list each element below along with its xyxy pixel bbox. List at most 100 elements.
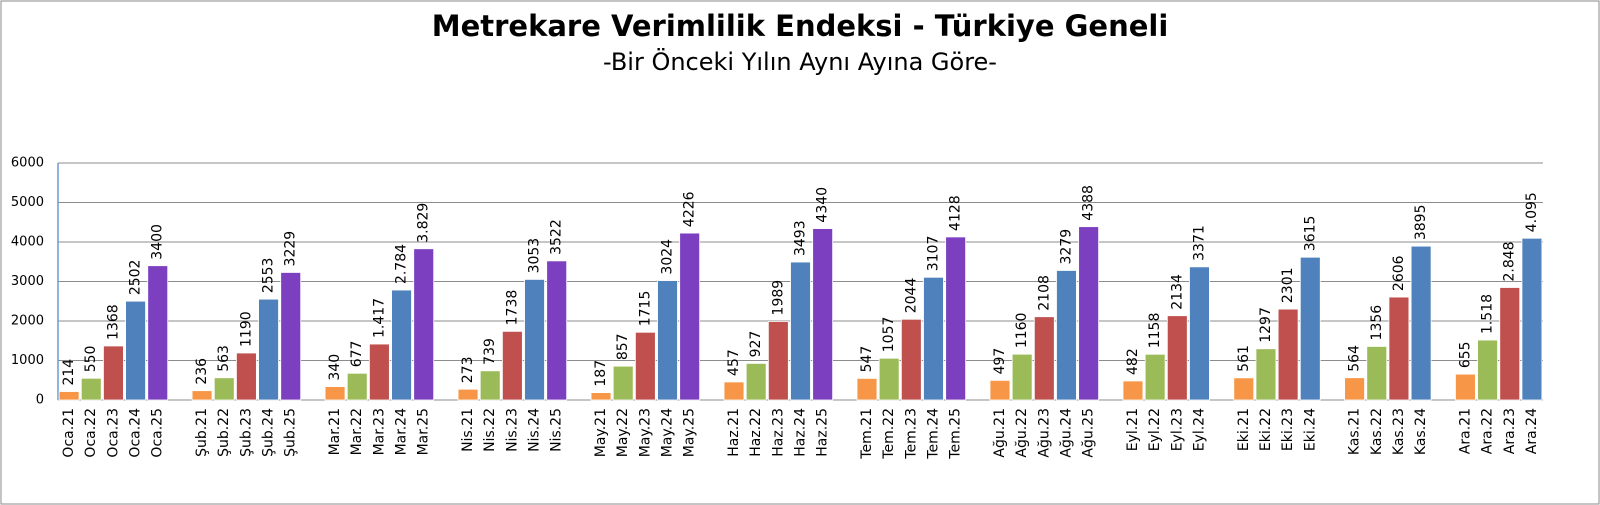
value-label: 457 — [726, 349, 742, 376]
bar — [369, 343, 390, 401]
x-tick-label: Ağu.25 — [1081, 408, 1097, 458]
value-label: 2134 — [1169, 274, 1185, 310]
value-label: 677 — [349, 341, 365, 368]
value-label: 4388 — [1081, 185, 1097, 221]
x-tick-label: Mar.21 — [327, 408, 343, 455]
value-label: 1356 — [1369, 305, 1385, 341]
x-tick-label: Kas.21 — [1347, 408, 1363, 455]
y-tick-label: 0 — [36, 393, 44, 408]
bar — [191, 390, 213, 401]
x-tick-label: Ağu.24 — [1058, 408, 1074, 458]
value-label: 739 — [482, 338, 498, 365]
bar — [612, 365, 634, 401]
value-label: 1297 — [1258, 307, 1274, 343]
value-label: 2606 — [1391, 255, 1407, 291]
bar — [258, 298, 279, 401]
x-tick-label: Kas.23 — [1391, 408, 1407, 455]
bar — [657, 280, 678, 401]
bar — [1033, 316, 1055, 401]
x-tick-label: Tem.25 — [948, 408, 964, 460]
x-tick-label: Haz.22 — [748, 408, 764, 457]
bar — [989, 379, 1011, 401]
bar — [524, 279, 545, 401]
value-label: 3024 — [660, 239, 676, 275]
x-tick-label: Şub.21 — [194, 408, 210, 457]
x-tick-label: Eki.24 — [1302, 408, 1318, 451]
bar — [236, 352, 257, 401]
x-tick-label: Oca.21 — [61, 408, 77, 458]
bar — [346, 372, 368, 401]
value-label: 3493 — [793, 220, 809, 256]
value-label: 273 — [460, 356, 476, 383]
x-tick-label: Tem.24 — [925, 408, 941, 460]
bar — [413, 248, 435, 401]
x-tick-label: Tem.21 — [859, 408, 875, 460]
bar — [790, 261, 811, 401]
x-tick-label: Ağu.23 — [1036, 408, 1052, 458]
bar — [1144, 353, 1166, 401]
bar — [634, 331, 656, 401]
x-tick-label: Ara.24 — [1524, 408, 1540, 454]
y-tick-label: 3000 — [11, 274, 44, 289]
x-tick-label: Eki.23 — [1280, 408, 1296, 451]
y-tick-label: 1000 — [11, 353, 44, 368]
x-tick-label: Nis.25 — [549, 408, 565, 452]
value-label: 4340 — [815, 187, 831, 223]
value-label: 497 — [992, 348, 1008, 375]
value-label: 857 — [615, 333, 631, 360]
value-label: 927 — [748, 331, 764, 358]
bar — [1078, 226, 1100, 401]
x-tick-label: Mar.23 — [371, 408, 387, 455]
bar — [1344, 377, 1365, 401]
bar — [900, 318, 922, 401]
x-tick-label: Tem.22 — [881, 408, 897, 460]
value-label: 3895 — [1413, 205, 1429, 241]
x-tick-label: Mar.22 — [349, 408, 365, 455]
bar — [501, 330, 523, 401]
bar — [945, 236, 967, 401]
bar — [1388, 296, 1410, 401]
bar — [1521, 237, 1543, 401]
x-tick-label: Ara.23 — [1502, 408, 1518, 454]
bar — [1455, 373, 1476, 401]
value-label: 2044 — [903, 278, 919, 314]
bar — [125, 300, 146, 401]
x-tick-label: Mar.24 — [394, 408, 410, 455]
bar — [213, 377, 235, 401]
value-label: 1158 — [1147, 313, 1163, 349]
x-tick-label: Eyl.22 — [1147, 408, 1163, 451]
x-tick-label: Eyl.23 — [1169, 408, 1185, 451]
x-tick-label: Eyl.24 — [1191, 408, 1207, 451]
bar — [1011, 353, 1033, 401]
bar — [679, 232, 701, 401]
x-tick-label: Ara.22 — [1480, 408, 1496, 454]
x-tick-label: Eki.21 — [1236, 408, 1252, 451]
bar — [767, 321, 789, 401]
value-label: 340 — [327, 354, 343, 381]
value-label: 2553 — [261, 258, 277, 294]
x-tick-label: Tem.23 — [903, 408, 919, 460]
bar — [58, 391, 80, 401]
x-tick-label: Nis.21 — [460, 408, 476, 452]
value-label: 655 — [1457, 341, 1473, 368]
value-label: 4226 — [682, 191, 698, 227]
x-tick-label: Haz.23 — [770, 408, 786, 457]
value-label: 1160 — [1014, 313, 1030, 349]
bar — [479, 370, 501, 401]
x-tick-label: May.23 — [637, 408, 653, 457]
chart-subtitle: -Bir Önceki Yılın Aynı Ayına Göre- — [603, 47, 997, 76]
value-label: 3615 — [1302, 216, 1318, 252]
value-label: 2502 — [128, 260, 144, 296]
x-tick-label: May.22 — [615, 408, 631, 457]
value-label: 3107 — [925, 236, 941, 272]
bar — [324, 386, 346, 401]
value-label: 563 — [216, 345, 232, 372]
value-label: 4128 — [948, 195, 964, 231]
y-tick-label: 5000 — [11, 195, 44, 210]
x-tick-label: Ara.21 — [1457, 408, 1473, 454]
x-tick-label: Eki.22 — [1258, 408, 1274, 451]
value-label: 1.417 — [371, 298, 387, 338]
x-tick-label: Oca.22 — [83, 408, 99, 458]
